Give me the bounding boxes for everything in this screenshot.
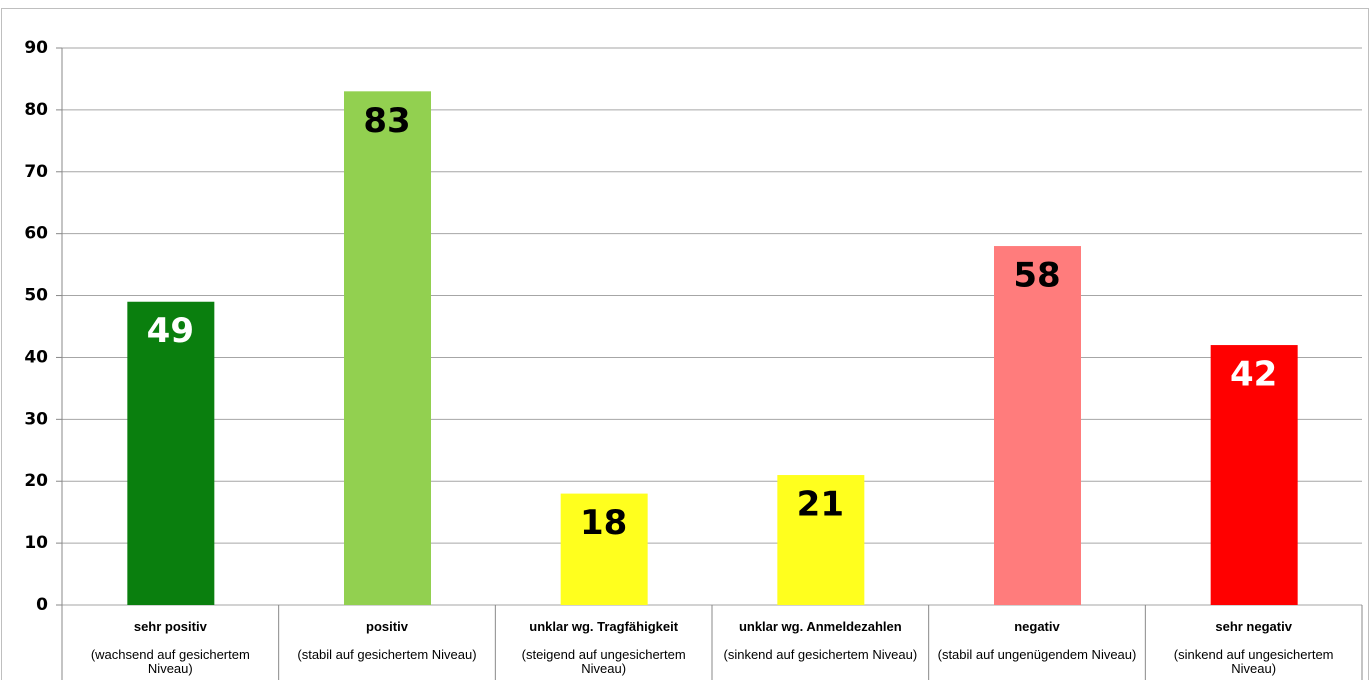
bar [777,475,865,605]
chart-border [1,8,1369,680]
category-label: negativ (stabil auf ungenügendem Niveau) [929,605,1146,662]
category-label: unklar wg. Anmeldezahlen (sinkend auf ges… [712,605,929,662]
y-tick-label: 80 [24,100,48,120]
category-name: unklar wg. Anmeldezahlen [738,619,902,634]
value-label: 83 [363,101,410,141]
value-label: 42 [1230,355,1277,395]
y-tick-label: 0 [36,595,48,615]
bar [560,493,648,605]
category-description: (stabil auf gesichertem Niveau) [297,647,477,662]
category-label: positiv (stabil auf gesichertem Niveau) [279,605,496,662]
category-label: unklar wg. Tragfähigkeit (steigend auf un… [495,605,712,676]
value-label: 49 [147,311,194,351]
category-description: (sinkend auf gesichertem Niveau) [723,647,918,662]
y-tick-label: 50 [24,286,48,306]
bar [1210,345,1298,605]
bar [994,246,1081,606]
category-name: sehr positiv [133,619,207,634]
bar [344,91,431,606]
category-description: (steigend auf ungesichertem Niveau) [521,647,686,676]
category-name: unklar wg. Tragfähigkeit [529,619,679,634]
category-name: sehr negativ [1215,619,1292,634]
value-label: 21 [797,485,844,525]
bar [127,301,215,605]
value-label: 18 [580,503,627,543]
category-description: (stabil auf ungenügendem Niveau) [937,647,1137,662]
y-tick-label: 90 [24,38,48,58]
category-label: sehr negativ (sinkend auf ungesichertem N… [1145,605,1362,676]
y-tick-label: 70 [24,162,48,182]
category-description: (wachsend auf gesichertem Niveau) [90,647,250,676]
category-name: negativ [1014,619,1060,634]
y-tick-label: 10 [24,533,48,553]
category-name: positiv [366,619,408,634]
y-tick-label: 20 [24,471,48,491]
y-tick-label: 30 [24,409,48,429]
y-tick-label: 60 [24,224,48,244]
category-label: sehr positiv (wachsend auf gesichertem Ni… [62,605,279,676]
value-label: 58 [1013,256,1060,296]
y-tick-label: 40 [24,347,48,367]
category-description: (sinkend auf ungesichertem Niveau) [1173,647,1334,676]
